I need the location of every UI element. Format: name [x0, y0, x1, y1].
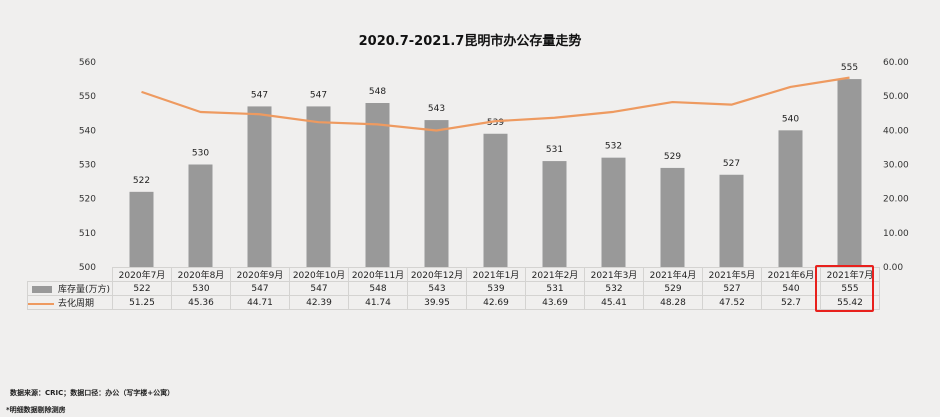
bar-swatch-icon [32, 286, 52, 293]
left-axis-tick: 510 [79, 229, 96, 239]
table-category: 2021年4月 [643, 267, 703, 282]
table-cell-cycle: 42.69 [466, 295, 526, 310]
table-cell-cycle: 48.28 [643, 295, 703, 310]
footer-note: *明细数据剔除测房 [6, 406, 66, 414]
bar-label: 547 [310, 90, 327, 100]
right-axis-tick: 10.00 [883, 229, 909, 239]
table-category: 2021年2月 [525, 267, 585, 282]
table-cell-inventory: 540 [761, 281, 821, 296]
table-cell-cycle: 51.25 [112, 295, 172, 310]
bar [424, 120, 449, 267]
left-axis-tick: 550 [79, 92, 96, 102]
bar-label: 547 [251, 90, 268, 100]
bar-label: 543 [428, 104, 445, 114]
bar [247, 106, 272, 268]
table-category: 2020年8月 [171, 267, 231, 282]
line-swatch-icon [28, 302, 54, 305]
right-axis-tick: 30.00 [883, 161, 909, 171]
table-category: 2020年9月 [230, 267, 290, 282]
table-cell-inventory: 531 [525, 281, 585, 296]
table-cell-inventory: 527 [702, 281, 762, 296]
bar-label: 530 [192, 149, 209, 159]
chart-title: 2020.7-2021.7昆明市办公存量走势 [358, 34, 582, 49]
bar [365, 103, 390, 267]
table-cell-inventory: 522 [112, 281, 172, 296]
cycle-line [141, 76, 850, 132]
table-category: 2021年6月 [761, 267, 821, 282]
table-category: 2020年10月 [289, 267, 349, 282]
table-cell-inventory: 532 [584, 281, 644, 296]
table-cell-cycle: 52.7 [761, 295, 821, 310]
bar [129, 191, 154, 267]
bar [188, 164, 213, 267]
right-axis-tick: 40.00 [883, 126, 909, 136]
table-cell-cycle: 41.74 [348, 295, 408, 310]
table-cell-inventory: 543 [407, 281, 467, 296]
table-cell-inventory: 548 [348, 281, 408, 296]
table-category: 2020年11月 [348, 267, 408, 282]
combo-chart: 500 510 520 530 540 550 560 0.00 10.00 20.00 30.00… [79, 58, 909, 270]
highlight-box [815, 265, 874, 312]
table-cell-cycle: 47.52 [702, 295, 762, 310]
left-axis-tick: 540 [79, 126, 96, 136]
table-cell-cycle: 42.39 [289, 295, 349, 310]
left-axis-tick: 530 [79, 161, 96, 171]
right-axis-tick: 60.00 [883, 58, 909, 68]
bar-label: 529 [664, 152, 681, 162]
right-axis-tick: 50.00 [883, 92, 909, 102]
table-cell-cycle: 43.69 [525, 295, 585, 310]
bar [483, 133, 508, 267]
bar-label: 531 [546, 145, 563, 155]
table-cell-inventory: 547 [289, 281, 349, 296]
table-category: 2020年7月 [112, 267, 172, 282]
left-axis-tick: 500 [79, 263, 96, 270]
bar [306, 106, 331, 268]
table-row-inventory: 库存量(万方) 522 530 547 547 548 543 539 531 532 529 52… [27, 281, 880, 296]
table-cell-cycle: 39.95 [407, 295, 467, 310]
table-cell-cycle: 45.36 [171, 295, 231, 310]
table-cell-cycle: 44.71 [230, 295, 290, 310]
table-category: 2020年12月 [407, 267, 467, 282]
footer-source: 数据来源：CRIC；数据口径：办公（写字楼+公寓） [10, 389, 175, 397]
bar-label: 548 [369, 87, 386, 97]
bar [719, 174, 744, 267]
right-axis-tick: 0.00 [883, 263, 903, 270]
bar-label: 522 [133, 176, 150, 186]
table-category: 2021年5月 [702, 267, 762, 282]
legend-inventory: 库存量(万方) [27, 281, 113, 296]
bar-label: 540 [782, 114, 799, 124]
legend-cycle: 去化周期 [27, 295, 113, 310]
table-cell-cycle: 45.41 [584, 295, 644, 310]
bar-label: 532 [605, 142, 622, 152]
bar-label: 527 [723, 159, 740, 169]
left-axis-tick: 560 [79, 58, 96, 68]
bar-label: 539 [487, 118, 504, 128]
table-cell-inventory: 539 [466, 281, 526, 296]
table-category: 2021年1月 [466, 267, 526, 282]
table-cell-cycle: 55.42 [820, 295, 880, 310]
table-cell-inventory: 530 [171, 281, 231, 296]
bar [778, 130, 803, 267]
data-table: 2020年7月 2020年8月 2020年9月 2020年10月 2020年11月 202… [27, 267, 880, 310]
table-row-cycle: 去化周期 51.25 45.36 44.71 42.39 41.74 39.95 42.69… [27, 295, 880, 310]
left-axis-tick: 520 [79, 195, 96, 205]
bar [601, 157, 626, 267]
bar [542, 161, 567, 267]
right-axis-tick: 20.00 [883, 195, 909, 205]
table-header-row: 2020年7月 2020年8月 2020年9月 2020年10月 2020年11月 202… [27, 267, 880, 282]
table-cell-inventory: 547 [230, 281, 290, 296]
table-category: 2021年3月 [584, 267, 644, 282]
bar [660, 167, 685, 267]
bar [837, 79, 862, 267]
bar-label: 555 [841, 63, 858, 73]
table-cell-inventory: 529 [643, 281, 703, 296]
